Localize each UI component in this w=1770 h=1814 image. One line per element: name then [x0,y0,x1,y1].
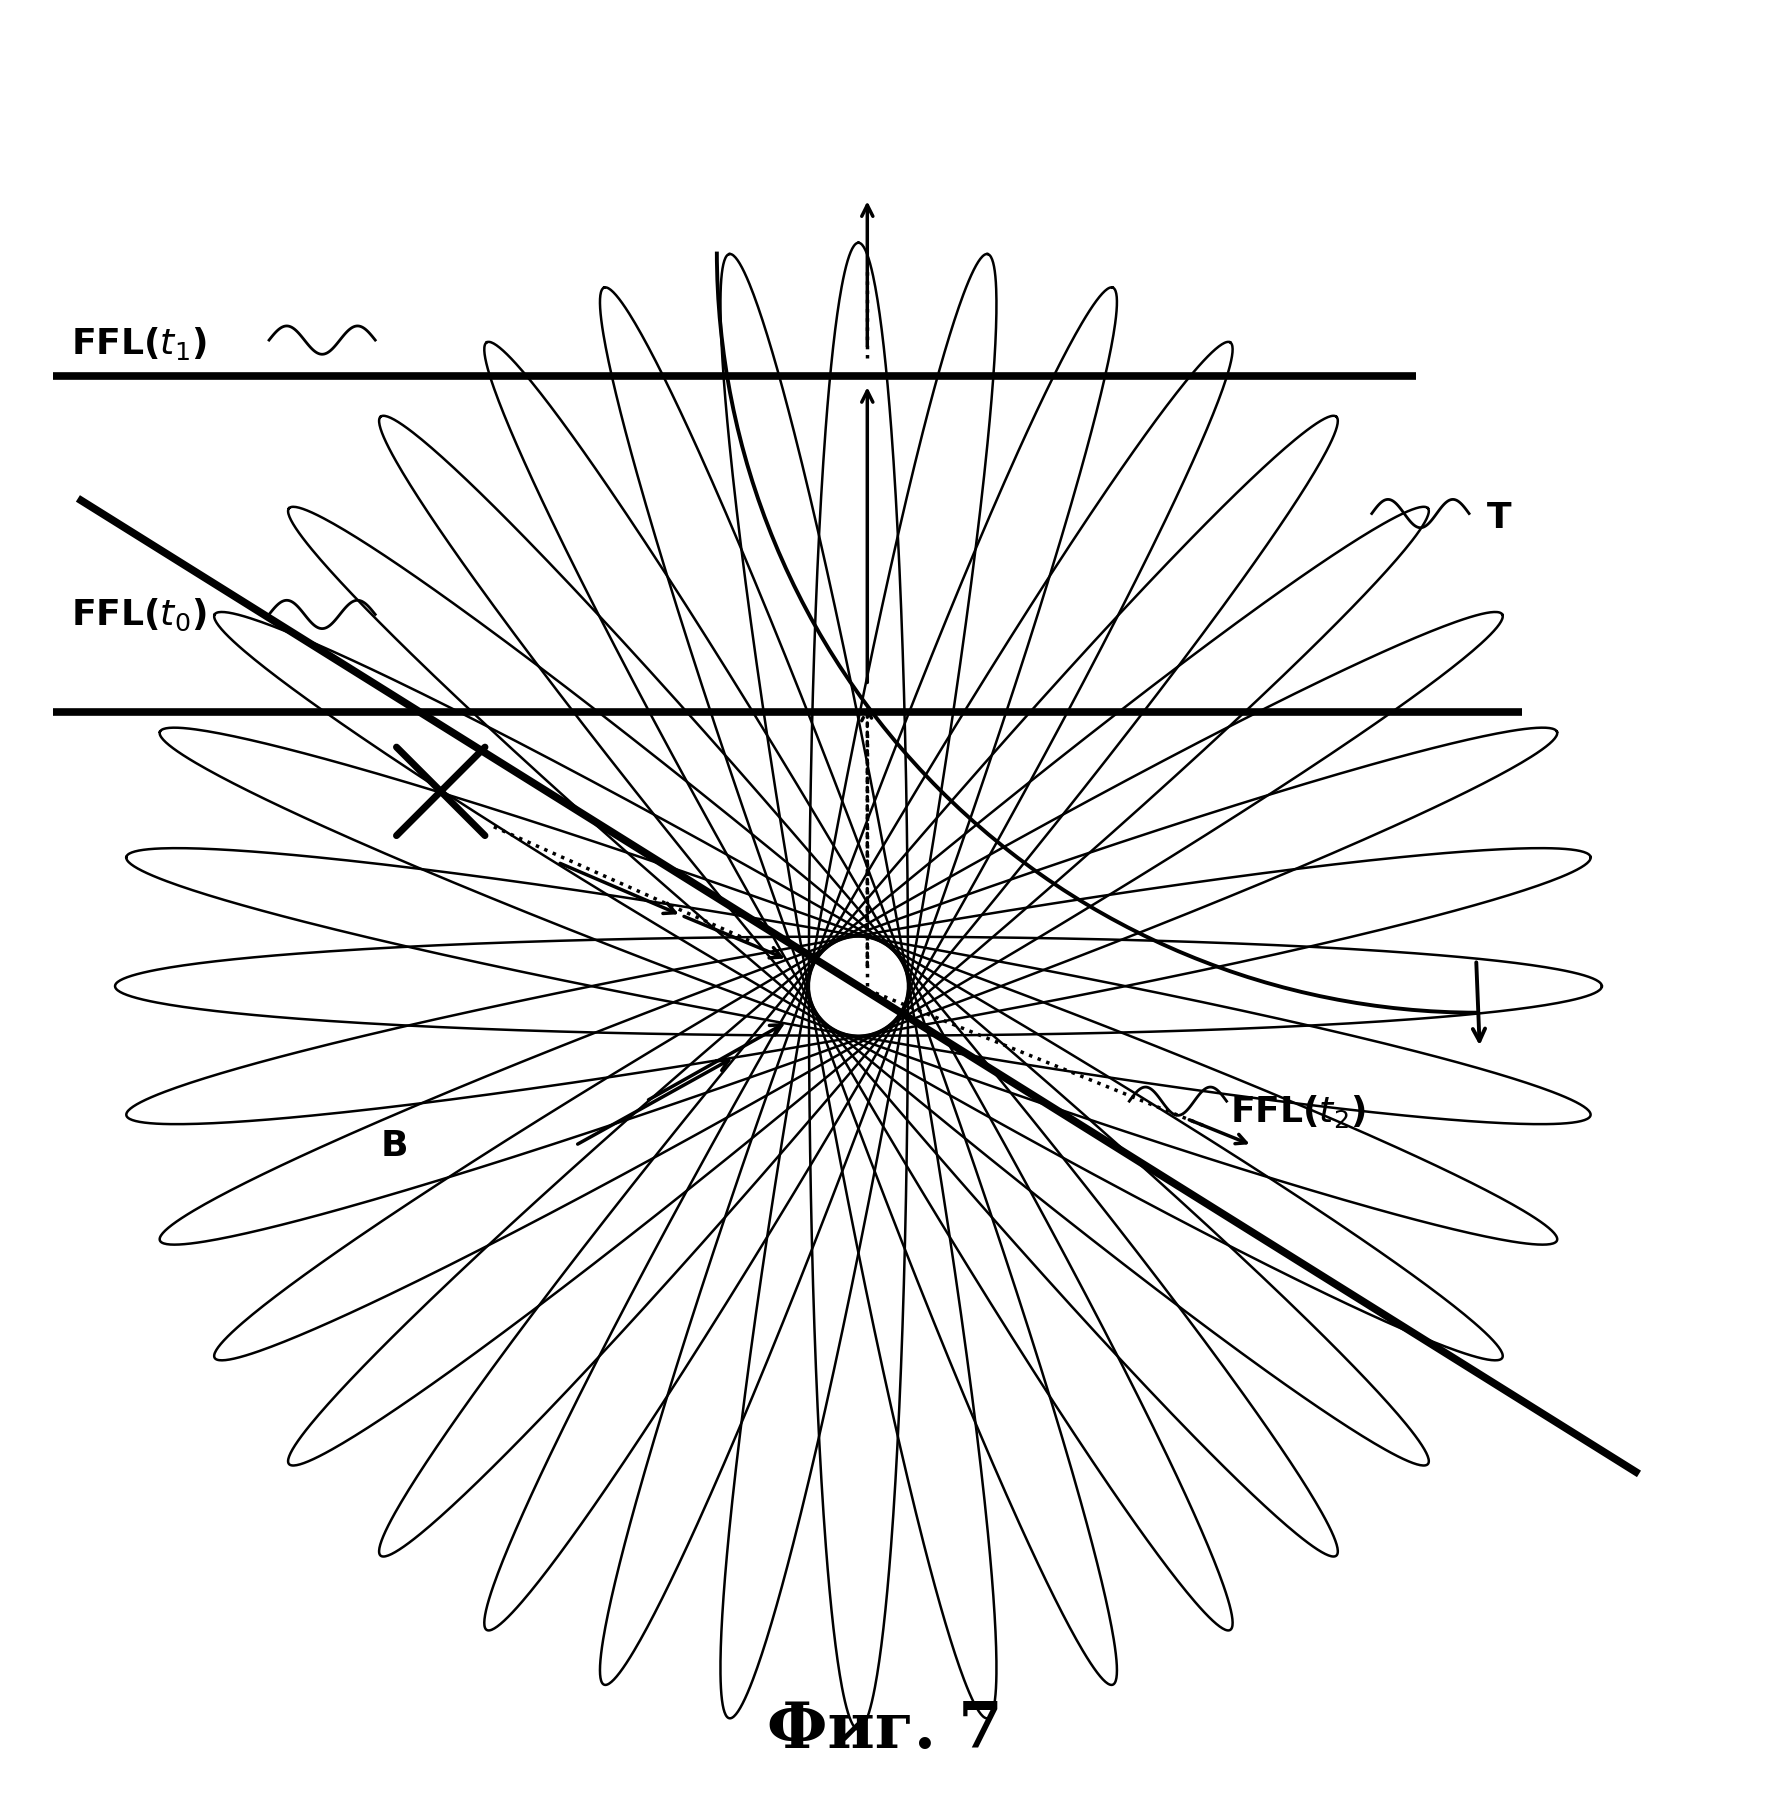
Text: FFL($t_1$): FFL($t_1$) [71,325,207,363]
Text: Фиг. 7: Фиг. 7 [766,1698,1004,1760]
Text: B: B [381,1128,409,1163]
Text: FFL($t_2$): FFL($t_2$) [1230,1092,1366,1128]
Text: FFL($t_0$): FFL($t_0$) [71,597,207,633]
Text: T: T [1487,501,1512,535]
